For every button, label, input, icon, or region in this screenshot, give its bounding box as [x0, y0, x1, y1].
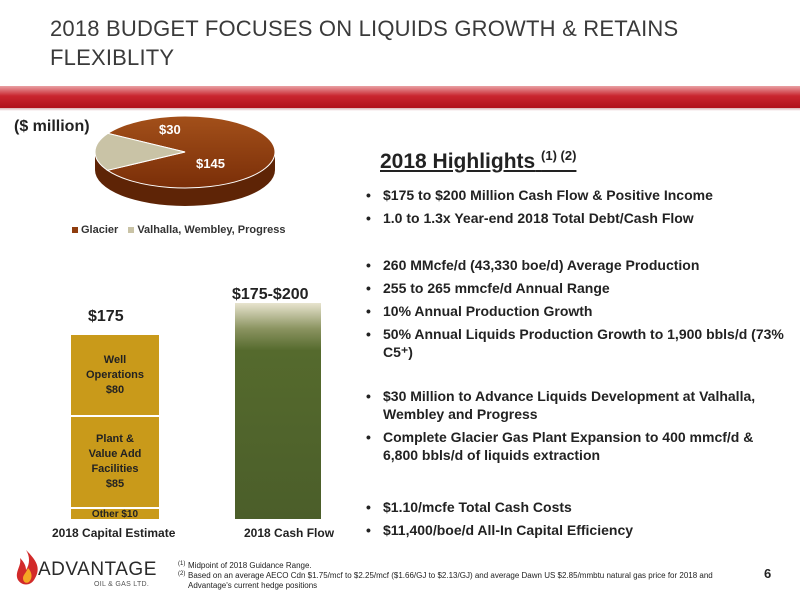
bar-top-label-cashflow: $175-$200 [232, 286, 309, 303]
highlights-title-refs: (1) (2) [541, 148, 577, 163]
pie-slice-valhalla [94, 132, 186, 171]
pie-label-glacier: $145 [196, 156, 225, 171]
pie-chart-svg [94, 115, 276, 206]
bar-cash-flow [235, 303, 321, 519]
pie-top [94, 115, 276, 189]
seg-line: Facilities [91, 463, 139, 475]
highlights-group-1: $175 to $200 Million Cash Flow & Positiv… [366, 186, 786, 232]
bar-top-label-capital: $175 [88, 308, 124, 325]
bar-segment-well-operations: Well Operations $80 [70, 334, 160, 416]
list-item: 50% Annual Liquids Production Growth to … [366, 325, 786, 361]
list-item: $1.10/mcfe Total Cash Costs [366, 498, 786, 516]
company-logo: ADVANTAGE OIL & GAS LTD. [12, 544, 162, 596]
pie-side-wall [95, 152, 275, 206]
seg-line: $80 [105, 383, 125, 396]
highlights-group-3: $30 Million to Advance Liquids Developme… [366, 387, 786, 469]
footnote-1-mark: (1) [178, 561, 186, 567]
logo-subtitle: OIL & GAS LTD. [94, 581, 150, 588]
legend-swatch-glacier [72, 227, 78, 233]
bar-segment-other: Other $10 [70, 508, 160, 520]
highlights-group-4: $1.10/mcfe Total Cash Costs $11,400/boe/… [366, 498, 786, 544]
x-label-cashflow: 2018 Cash Flow [244, 526, 335, 540]
list-item: $30 Million to Advance Liquids Developme… [366, 387, 786, 423]
accent-bar-shadow [0, 108, 800, 111]
pie-chart: $145 $30 [92, 112, 298, 212]
highlights-title: 2018 Highlights (1) (2) [380, 148, 576, 174]
pie-legend: Glacier Valhalla, Wembley, Progress [72, 224, 285, 236]
footnote-1-text: Midpoint of 2018 Guidance Range. [188, 561, 312, 570]
list-item: $175 to $200 Million Cash Flow & Positiv… [366, 186, 786, 204]
highlights-group-2: 260 MMcfe/d (43,330 boe/d) Average Produ… [366, 256, 786, 366]
legend-label-glacier: Glacier [81, 224, 119, 236]
legend-label-valhalla: Valhalla, Wembley, Progress [137, 224, 286, 236]
list-item: Complete Glacier Gas Plant Expansion to … [366, 428, 786, 464]
slide-title: 2018 BUDGET FOCUSES ON LIQUIDS GROWTH & … [50, 16, 679, 70]
seg-line: Well [103, 353, 127, 366]
x-label-capital: 2018 Capital Estimate [52, 526, 176, 540]
logo-flame-icon [16, 550, 38, 585]
footnote-1: (1) Midpoint of 2018 Guidance Range. [178, 561, 738, 571]
list-item: 10% Annual Production Growth [366, 302, 786, 320]
page-number: 6 [764, 566, 772, 581]
list-item: 255 to 265 mmcfe/d Annual Range [366, 279, 786, 297]
list-item: 260 MMcfe/d (43,330 boe/d) Average Produ… [366, 256, 786, 274]
pie-slice-glacier [106, 115, 276, 189]
highlights-title-text: 2018 Highlights [380, 150, 536, 173]
seg-line: Operations [85, 368, 145, 381]
list-item: 1.0 to 1.3x Year-end 2018 Total Debt/Cas… [366, 209, 786, 227]
legend-swatch-valhalla [128, 227, 135, 233]
list-item: $11,400/boe/d All-In Capital Efficiency [366, 521, 786, 539]
units-label: ($ million) [14, 118, 90, 135]
footnote-2-mark: (2) [178, 571, 186, 577]
legend-item-valhalla: Valhalla, Wembley, Progress [128, 224, 285, 236]
seg-line: Plant & [96, 433, 134, 445]
pie-label-valhalla: $30 [159, 122, 181, 137]
legend-item-glacier: Glacier [72, 224, 118, 236]
footnote-2-text: Based on an average AECO Cdn $1.75/mcf t… [188, 571, 713, 590]
footnote-2: (2) Based on an average AECO Cdn $1.75/mc… [178, 571, 738, 591]
pie-depth [95, 152, 275, 206]
seg-line: $85 [105, 478, 125, 490]
seg-line: Value Add [88, 448, 142, 460]
bar-segment-plant-facilities: Plant & Value Add Facilities $85 [70, 416, 160, 508]
footnotes: (1) Midpoint of 2018 Guidance Range. (2) B… [178, 561, 738, 591]
accent-bar [0, 86, 800, 108]
logo-name: ADVANTAGE [38, 559, 157, 580]
